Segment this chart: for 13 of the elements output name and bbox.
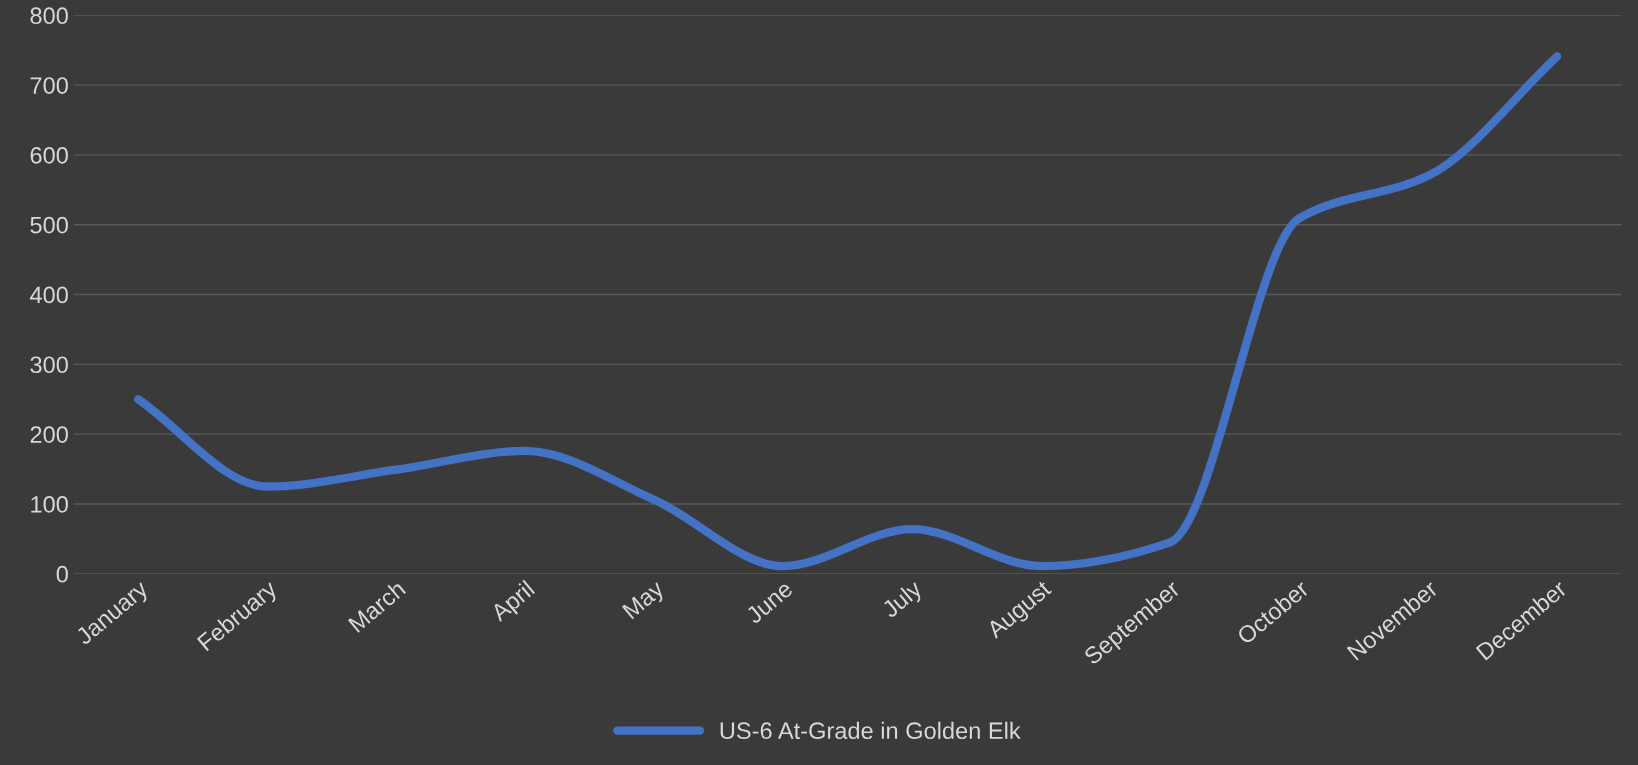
x-tick-label: July — [880, 578, 927, 623]
y-tick-label: 800 — [30, 7, 68, 25]
y-tick-label: 100 — [31, 496, 68, 513]
y-tick-label: 300 — [30, 356, 68, 374]
y-tick-label: 600 — [30, 146, 68, 164]
y-tick-label: 500 — [30, 216, 68, 234]
y-tick-label: 700 — [30, 77, 68, 94]
x-tick-label: May — [622, 579, 669, 623]
legend-label: US-6 At-Grade in Golden Elk — [720, 721, 1021, 740]
y-tick-label: 400 — [30, 286, 68, 304]
y-tick-label: 0 — [56, 565, 68, 583]
y-tick-label: 200 — [30, 426, 68, 443]
x-tick-label: June — [744, 579, 794, 625]
